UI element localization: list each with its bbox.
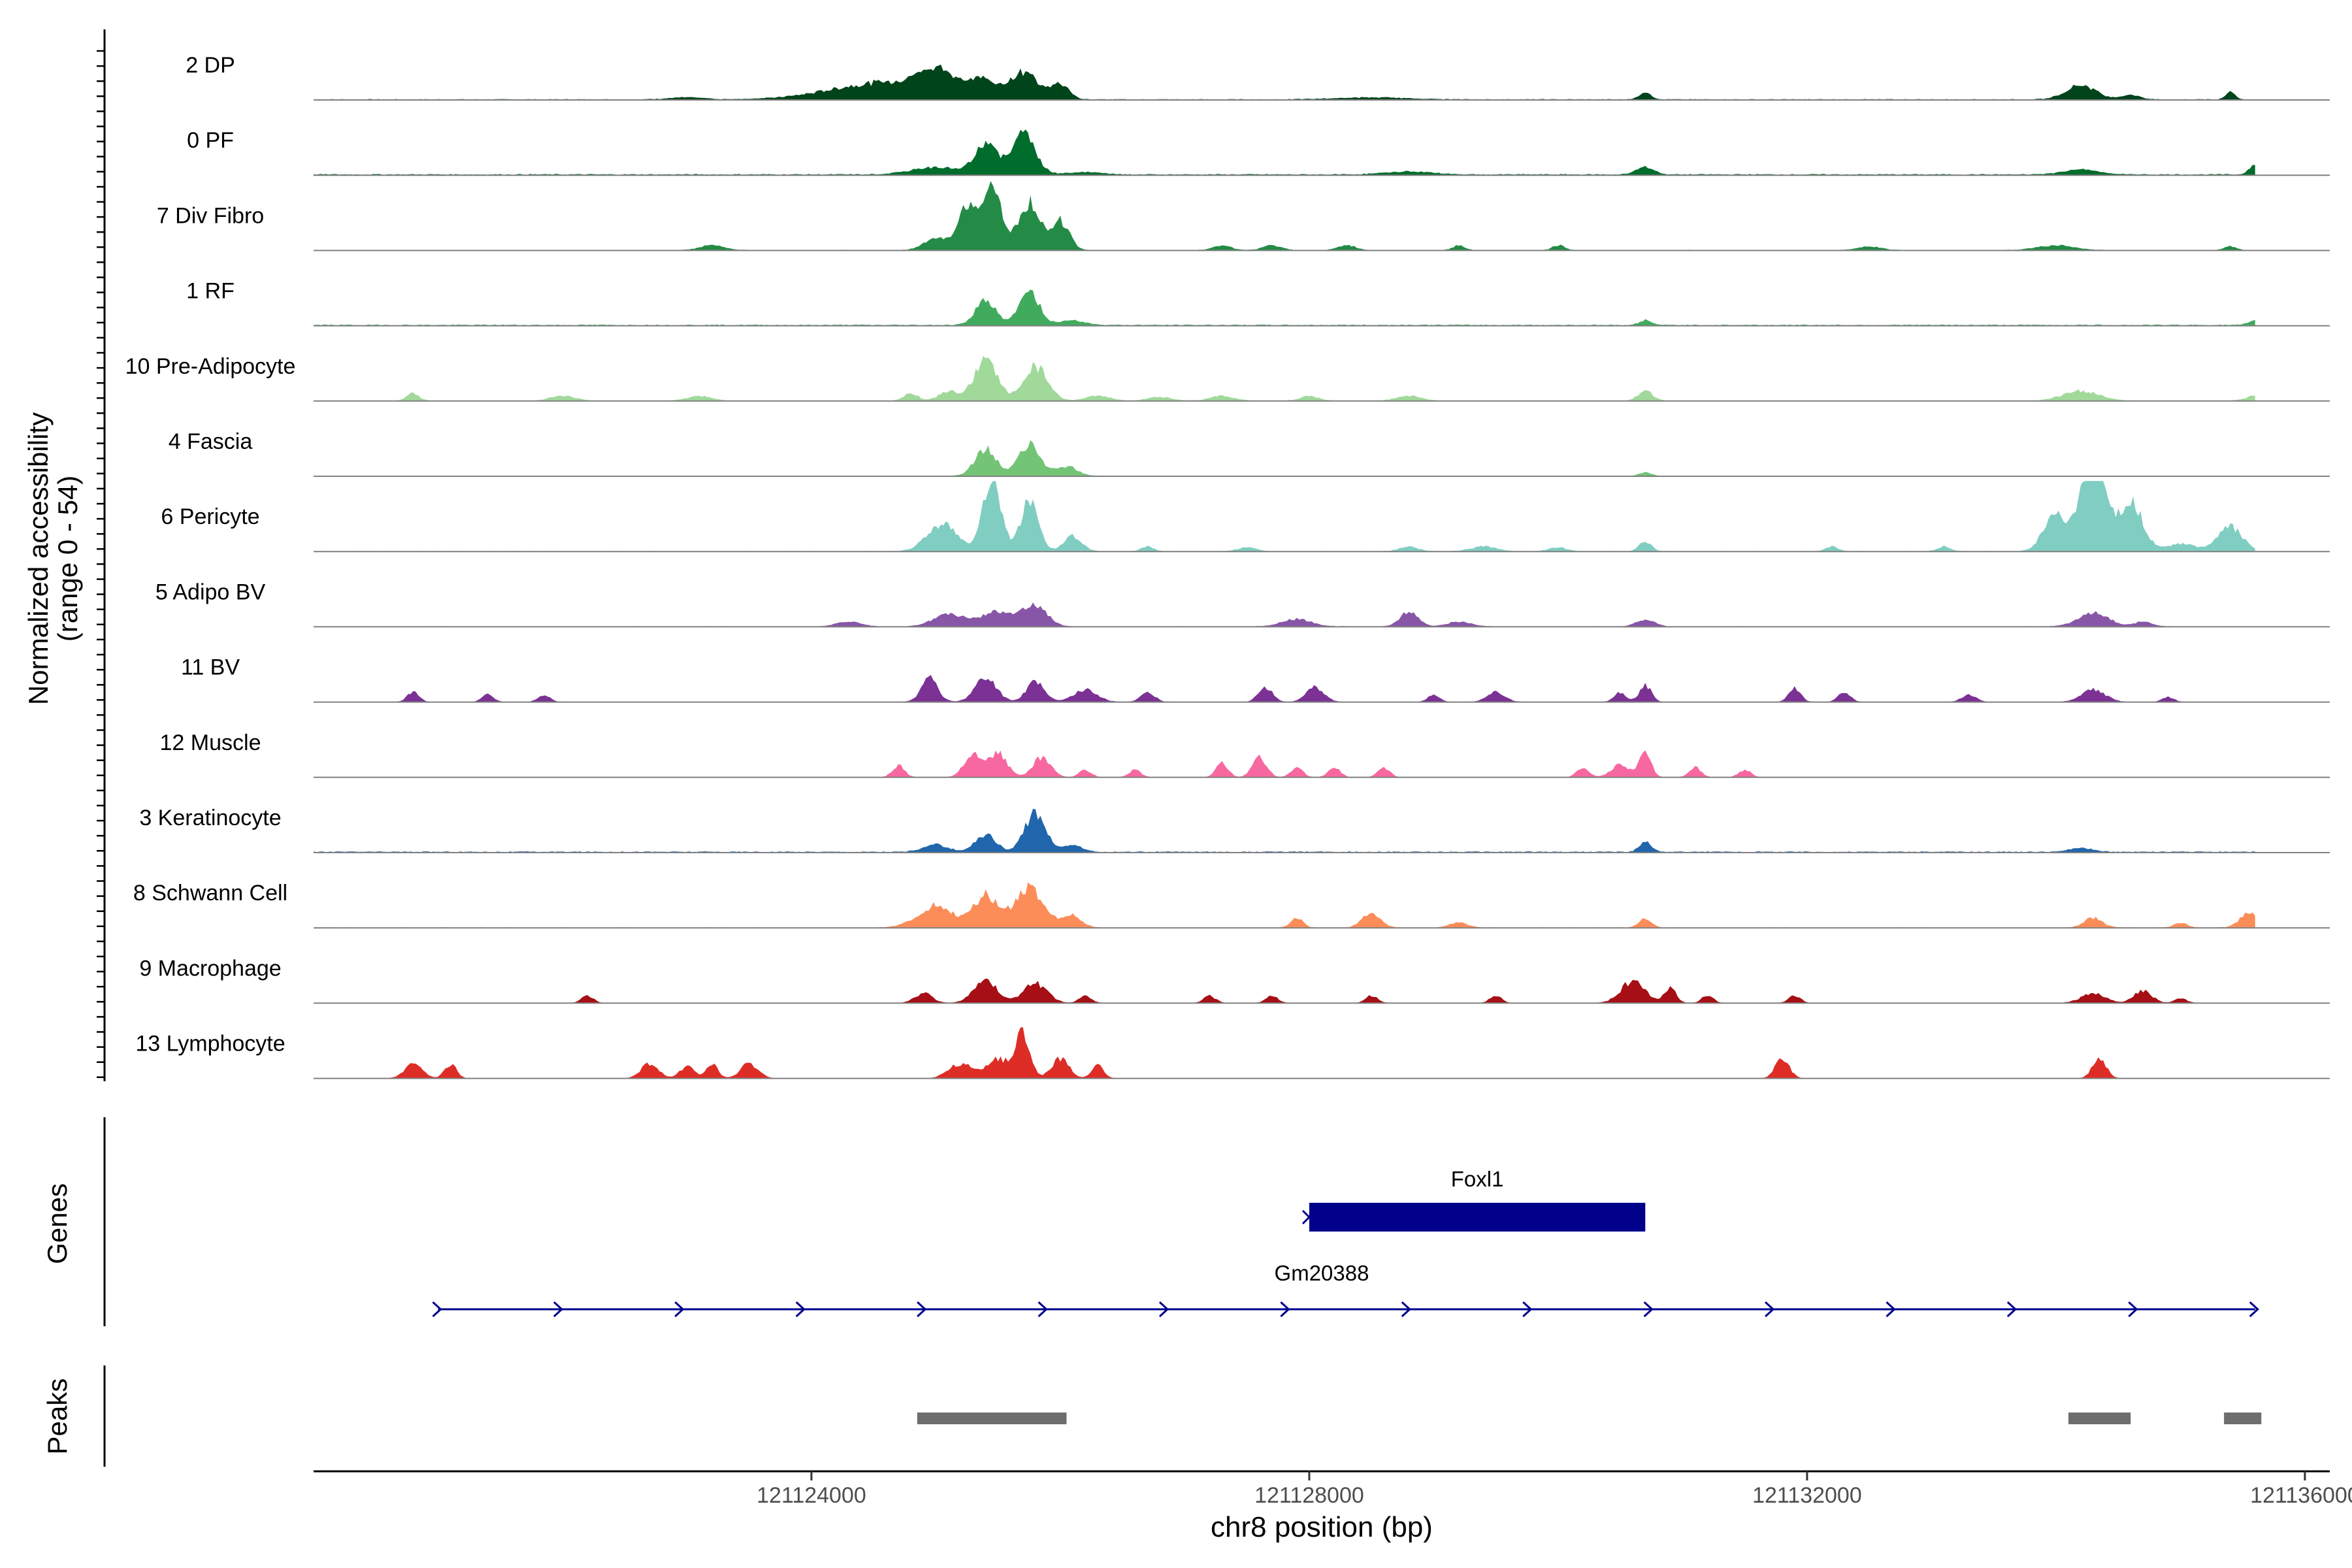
track-label: 11 BV bbox=[181, 655, 240, 680]
x-tick-label: 121128000 bbox=[1254, 1483, 1364, 1508]
coverage-y-minor-ticks bbox=[97, 50, 105, 1079]
track-label: 3 Keratinocyte bbox=[139, 806, 281, 830]
strand-arrow bbox=[1280, 1301, 1290, 1318]
track-label: 4 Fascia bbox=[169, 429, 253, 454]
track-label: 9 Macrophage bbox=[139, 956, 281, 981]
coverage-area bbox=[314, 355, 2255, 401]
track-label: 1 RF bbox=[186, 279, 235, 304]
x-axis-title: chr8 position (bp) bbox=[1211, 1511, 1433, 1543]
track-9-macrophage: 9 Macrophage bbox=[139, 956, 2330, 1004]
strand-arrow bbox=[1886, 1301, 1896, 1318]
gene-annotations: Foxl1 Gm20388 bbox=[432, 1167, 2259, 1318]
track-4-fascia: 4 Fascia bbox=[169, 429, 2330, 477]
coverage-area bbox=[314, 181, 2255, 251]
coverage-area bbox=[314, 1027, 2255, 1079]
track-label: 10 Pre-Adipocyte bbox=[125, 354, 296, 379]
gene-label: Foxl1 bbox=[1451, 1167, 1504, 1191]
coverage-area bbox=[314, 882, 2255, 928]
coverage-area bbox=[314, 978, 2255, 1004]
track-label: 8 Schwann Cell bbox=[133, 881, 287, 906]
gene-body bbox=[1309, 1203, 1646, 1232]
strand-arrow bbox=[1037, 1301, 1048, 1318]
track-8-schwann-cell: 8 Schwann Cell bbox=[133, 881, 2330, 929]
peak-bar bbox=[917, 1413, 1067, 1424]
coverage-area bbox=[314, 750, 2255, 777]
strand-arrow bbox=[674, 1301, 685, 1318]
accessibility-tracks: 2 DP 0 PF 7 Div Fibro 1 RF 10 Pre-Adipocyte 4… bbox=[125, 53, 2330, 1079]
strand-arrow bbox=[1158, 1301, 1169, 1318]
strand-arrow bbox=[1522, 1301, 1533, 1318]
coverage-area bbox=[314, 675, 2255, 702]
track-label: 7 Div Fibro bbox=[157, 203, 264, 228]
strand-arrow bbox=[553, 1301, 564, 1318]
peak-bar bbox=[2068, 1413, 2131, 1424]
track-3-keratinocyte: 3 Keratinocyte bbox=[139, 806, 2330, 853]
coverage-area bbox=[314, 64, 2255, 100]
strand-arrow bbox=[1643, 1301, 1654, 1318]
strand-arrow bbox=[1301, 1209, 1311, 1225]
peak-bar bbox=[2224, 1413, 2262, 1424]
y-axis-title: Normalized accessibility (range 0 - 54) bbox=[23, 412, 83, 705]
track-1-rf: 1 RF bbox=[186, 279, 2330, 327]
track-5-adipo-bv: 5 Adipo BV bbox=[155, 580, 2330, 628]
track-12-muscle: 12 Muscle bbox=[160, 730, 2330, 778]
coverage-area bbox=[314, 440, 2255, 476]
track-label: 6 Pericyte bbox=[161, 504, 259, 529]
x-tick-label: 121136000 bbox=[2250, 1483, 2352, 1508]
track-7-div-fibro: 7 Div Fibro bbox=[157, 181, 2330, 252]
strand-arrow bbox=[2006, 1301, 2017, 1318]
gene-gm20388: Gm20388 bbox=[432, 1261, 2259, 1318]
x-axis-ticks: 121124000 121128000 121132000 121136000 bbox=[757, 1471, 2352, 1508]
y-axis-title-line2: (range 0 - 54) bbox=[52, 476, 83, 642]
coverage-area bbox=[314, 481, 2255, 552]
strand-arrow bbox=[432, 1301, 442, 1318]
gene-foxl1: Foxl1 bbox=[1301, 1167, 1646, 1232]
gene-label: Gm20388 bbox=[1275, 1261, 1369, 1285]
coverage-area bbox=[314, 129, 2255, 176]
x-tick-label: 121132000 bbox=[1752, 1483, 1862, 1508]
strand-arrow bbox=[917, 1301, 927, 1318]
x-tick-label: 121124000 bbox=[757, 1483, 866, 1508]
strand-arrow bbox=[1765, 1301, 1775, 1318]
y-axis-title-line1: Normalized accessibility bbox=[23, 412, 54, 705]
track-label: 12 Muscle bbox=[160, 730, 261, 755]
peaks-panel-label: Peaks bbox=[42, 1379, 73, 1455]
track-label: 13 Lymphocyte bbox=[135, 1032, 285, 1056]
track-6-pericyte: 6 Pericyte bbox=[161, 481, 2330, 553]
track-label: 2 DP bbox=[186, 53, 235, 78]
strand-arrow bbox=[1401, 1301, 1412, 1318]
track-10-pre-adipocyte: 10 Pre-Adipocyte bbox=[125, 354, 2330, 402]
track-13-lymphocyte: 13 Lymphocyte bbox=[135, 1027, 2330, 1079]
track-0-pf: 0 PF bbox=[187, 128, 2330, 176]
track-2-dp: 2 DP bbox=[186, 53, 2330, 101]
coverage-area bbox=[314, 602, 2255, 627]
coverage-area bbox=[314, 289, 2255, 326]
track-label: 0 PF bbox=[187, 128, 234, 153]
peak-regions bbox=[917, 1413, 2262, 1424]
genes-panel-label: Genes bbox=[42, 1183, 73, 1264]
coverage-area bbox=[314, 808, 2255, 853]
strand-arrow bbox=[2249, 1301, 2259, 1318]
strand-arrow bbox=[2128, 1301, 2138, 1318]
track-11-bv: 11 BV bbox=[181, 655, 2330, 703]
track-label: 5 Adipo BV bbox=[155, 580, 266, 604]
strand-arrow bbox=[795, 1301, 806, 1318]
